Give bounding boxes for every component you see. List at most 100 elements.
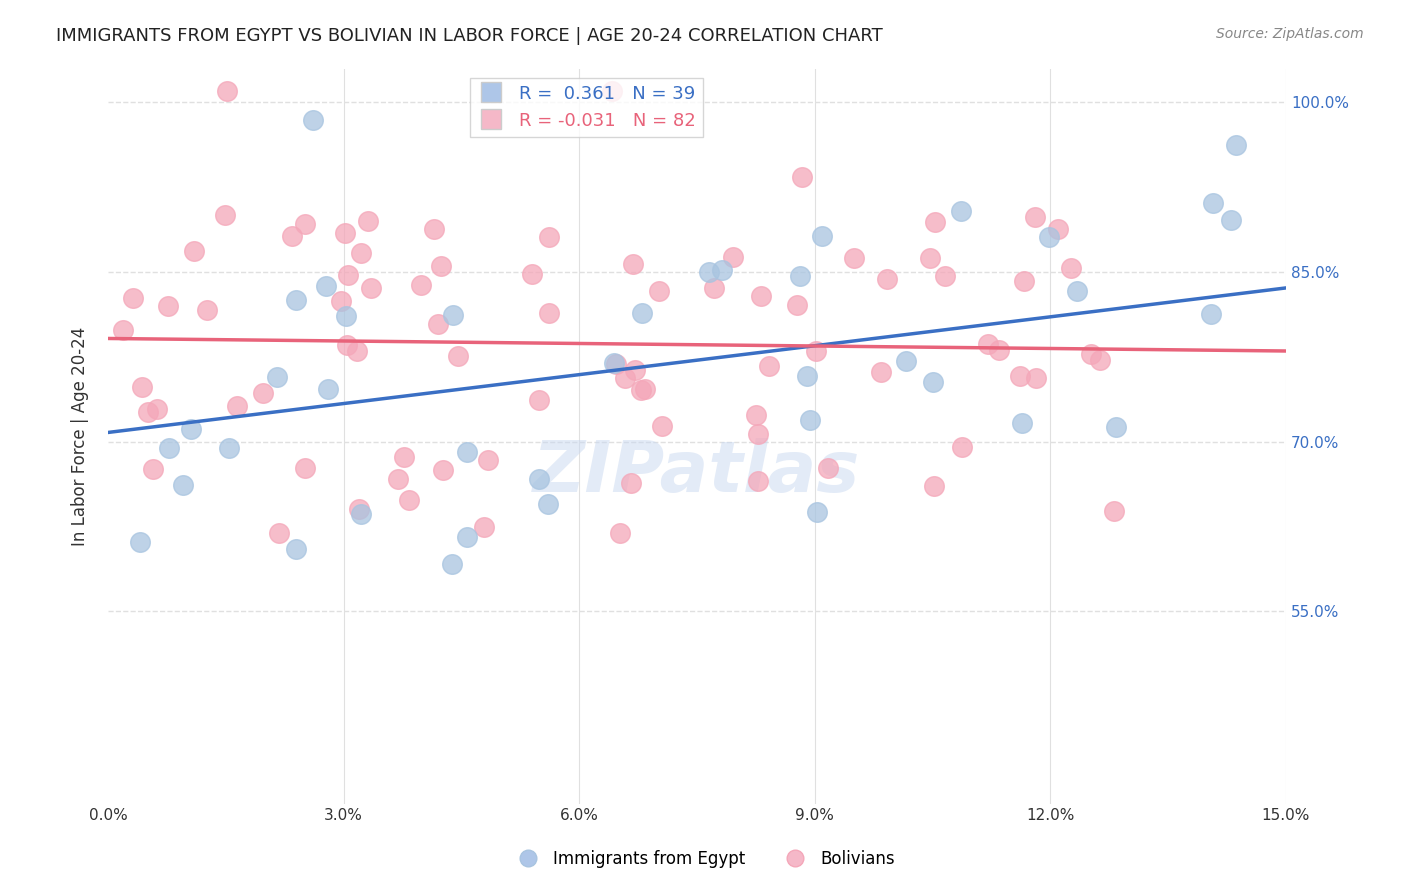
Point — [987, 343, 1010, 357]
Point — [924, 215, 946, 229]
Point — [1012, 274, 1035, 288]
Point — [1105, 419, 1128, 434]
Point — [360, 281, 382, 295]
Point — [620, 476, 643, 491]
Point — [472, 520, 495, 534]
Point — [699, 265, 721, 279]
Point — [1008, 369, 1031, 384]
Point — [977, 337, 1000, 351]
Point — [316, 382, 339, 396]
Point — [922, 376, 945, 390]
Point — [786, 298, 808, 312]
Point — [621, 257, 644, 271]
Point — [217, 84, 239, 98]
Point — [441, 308, 464, 322]
Point — [387, 473, 409, 487]
Point — [710, 263, 733, 277]
Point — [614, 371, 637, 385]
Point — [1038, 230, 1060, 244]
Point — [537, 498, 560, 512]
Point — [136, 405, 159, 419]
Point — [703, 280, 725, 294]
Point — [432, 463, 454, 477]
Point — [180, 421, 202, 435]
Point — [723, 251, 745, 265]
Point — [527, 472, 550, 486]
Legend: R =  0.361   N = 39, R = -0.031   N = 82: R = 0.361 N = 39, R = -0.031 N = 82 — [471, 78, 703, 137]
Point — [266, 369, 288, 384]
Point — [159, 441, 181, 455]
Point — [284, 293, 307, 308]
Point — [430, 259, 453, 273]
Point — [527, 393, 550, 408]
Point — [1080, 347, 1102, 361]
Point — [121, 291, 143, 305]
Point — [605, 357, 627, 371]
Point — [806, 505, 828, 519]
Point — [346, 344, 368, 359]
Point — [1060, 260, 1083, 275]
Point — [294, 217, 316, 231]
Point — [647, 284, 669, 298]
Point — [1104, 503, 1126, 517]
Point — [651, 419, 673, 434]
Text: Source: ZipAtlas.com: Source: ZipAtlas.com — [1216, 27, 1364, 41]
Point — [409, 277, 432, 292]
Point — [336, 338, 359, 352]
Point — [1199, 307, 1222, 321]
Point — [609, 526, 631, 541]
Point — [922, 479, 945, 493]
Point — [394, 450, 416, 464]
Point — [218, 441, 240, 455]
Point — [876, 272, 898, 286]
Point — [749, 289, 772, 303]
Point — [128, 534, 150, 549]
Point — [842, 251, 865, 265]
Point — [456, 530, 478, 544]
Point — [284, 541, 307, 556]
Point — [799, 412, 821, 426]
Point — [811, 229, 834, 244]
Point — [603, 356, 626, 370]
Point — [1011, 416, 1033, 430]
Point — [146, 402, 169, 417]
Point — [792, 170, 814, 185]
Point — [350, 507, 373, 521]
Point — [747, 474, 769, 488]
Point — [918, 251, 941, 265]
Point — [747, 426, 769, 441]
Point — [427, 317, 450, 331]
Point — [214, 208, 236, 222]
Point — [301, 113, 323, 128]
Point — [1025, 371, 1047, 385]
Point — [796, 369, 818, 384]
Point — [142, 461, 165, 475]
Point — [1219, 212, 1241, 227]
Point — [758, 359, 780, 373]
Point — [315, 279, 337, 293]
Point — [350, 245, 373, 260]
Point — [520, 267, 543, 281]
Point — [294, 461, 316, 475]
Point — [447, 349, 470, 363]
Point — [357, 214, 380, 228]
Point — [477, 453, 499, 467]
Point — [894, 354, 917, 368]
Point — [281, 228, 304, 243]
Point — [1202, 196, 1225, 211]
Point — [630, 383, 652, 397]
Point — [537, 305, 560, 319]
Point — [1066, 284, 1088, 298]
Point — [949, 204, 972, 219]
Text: IMMIGRANTS FROM EGYPT VS BOLIVIAN IN LABOR FORCE | AGE 20-24 CORRELATION CHART: IMMIGRANTS FROM EGYPT VS BOLIVIAN IN LAB… — [56, 27, 883, 45]
Point — [441, 557, 464, 571]
Point — [252, 386, 274, 401]
Point — [456, 444, 478, 458]
Point — [156, 299, 179, 313]
Point — [1090, 353, 1112, 368]
Point — [183, 244, 205, 259]
Point — [423, 221, 446, 235]
Point — [131, 379, 153, 393]
Point — [335, 227, 357, 241]
Legend: Immigrants from Egypt, Bolivians: Immigrants from Egypt, Bolivians — [505, 844, 901, 875]
